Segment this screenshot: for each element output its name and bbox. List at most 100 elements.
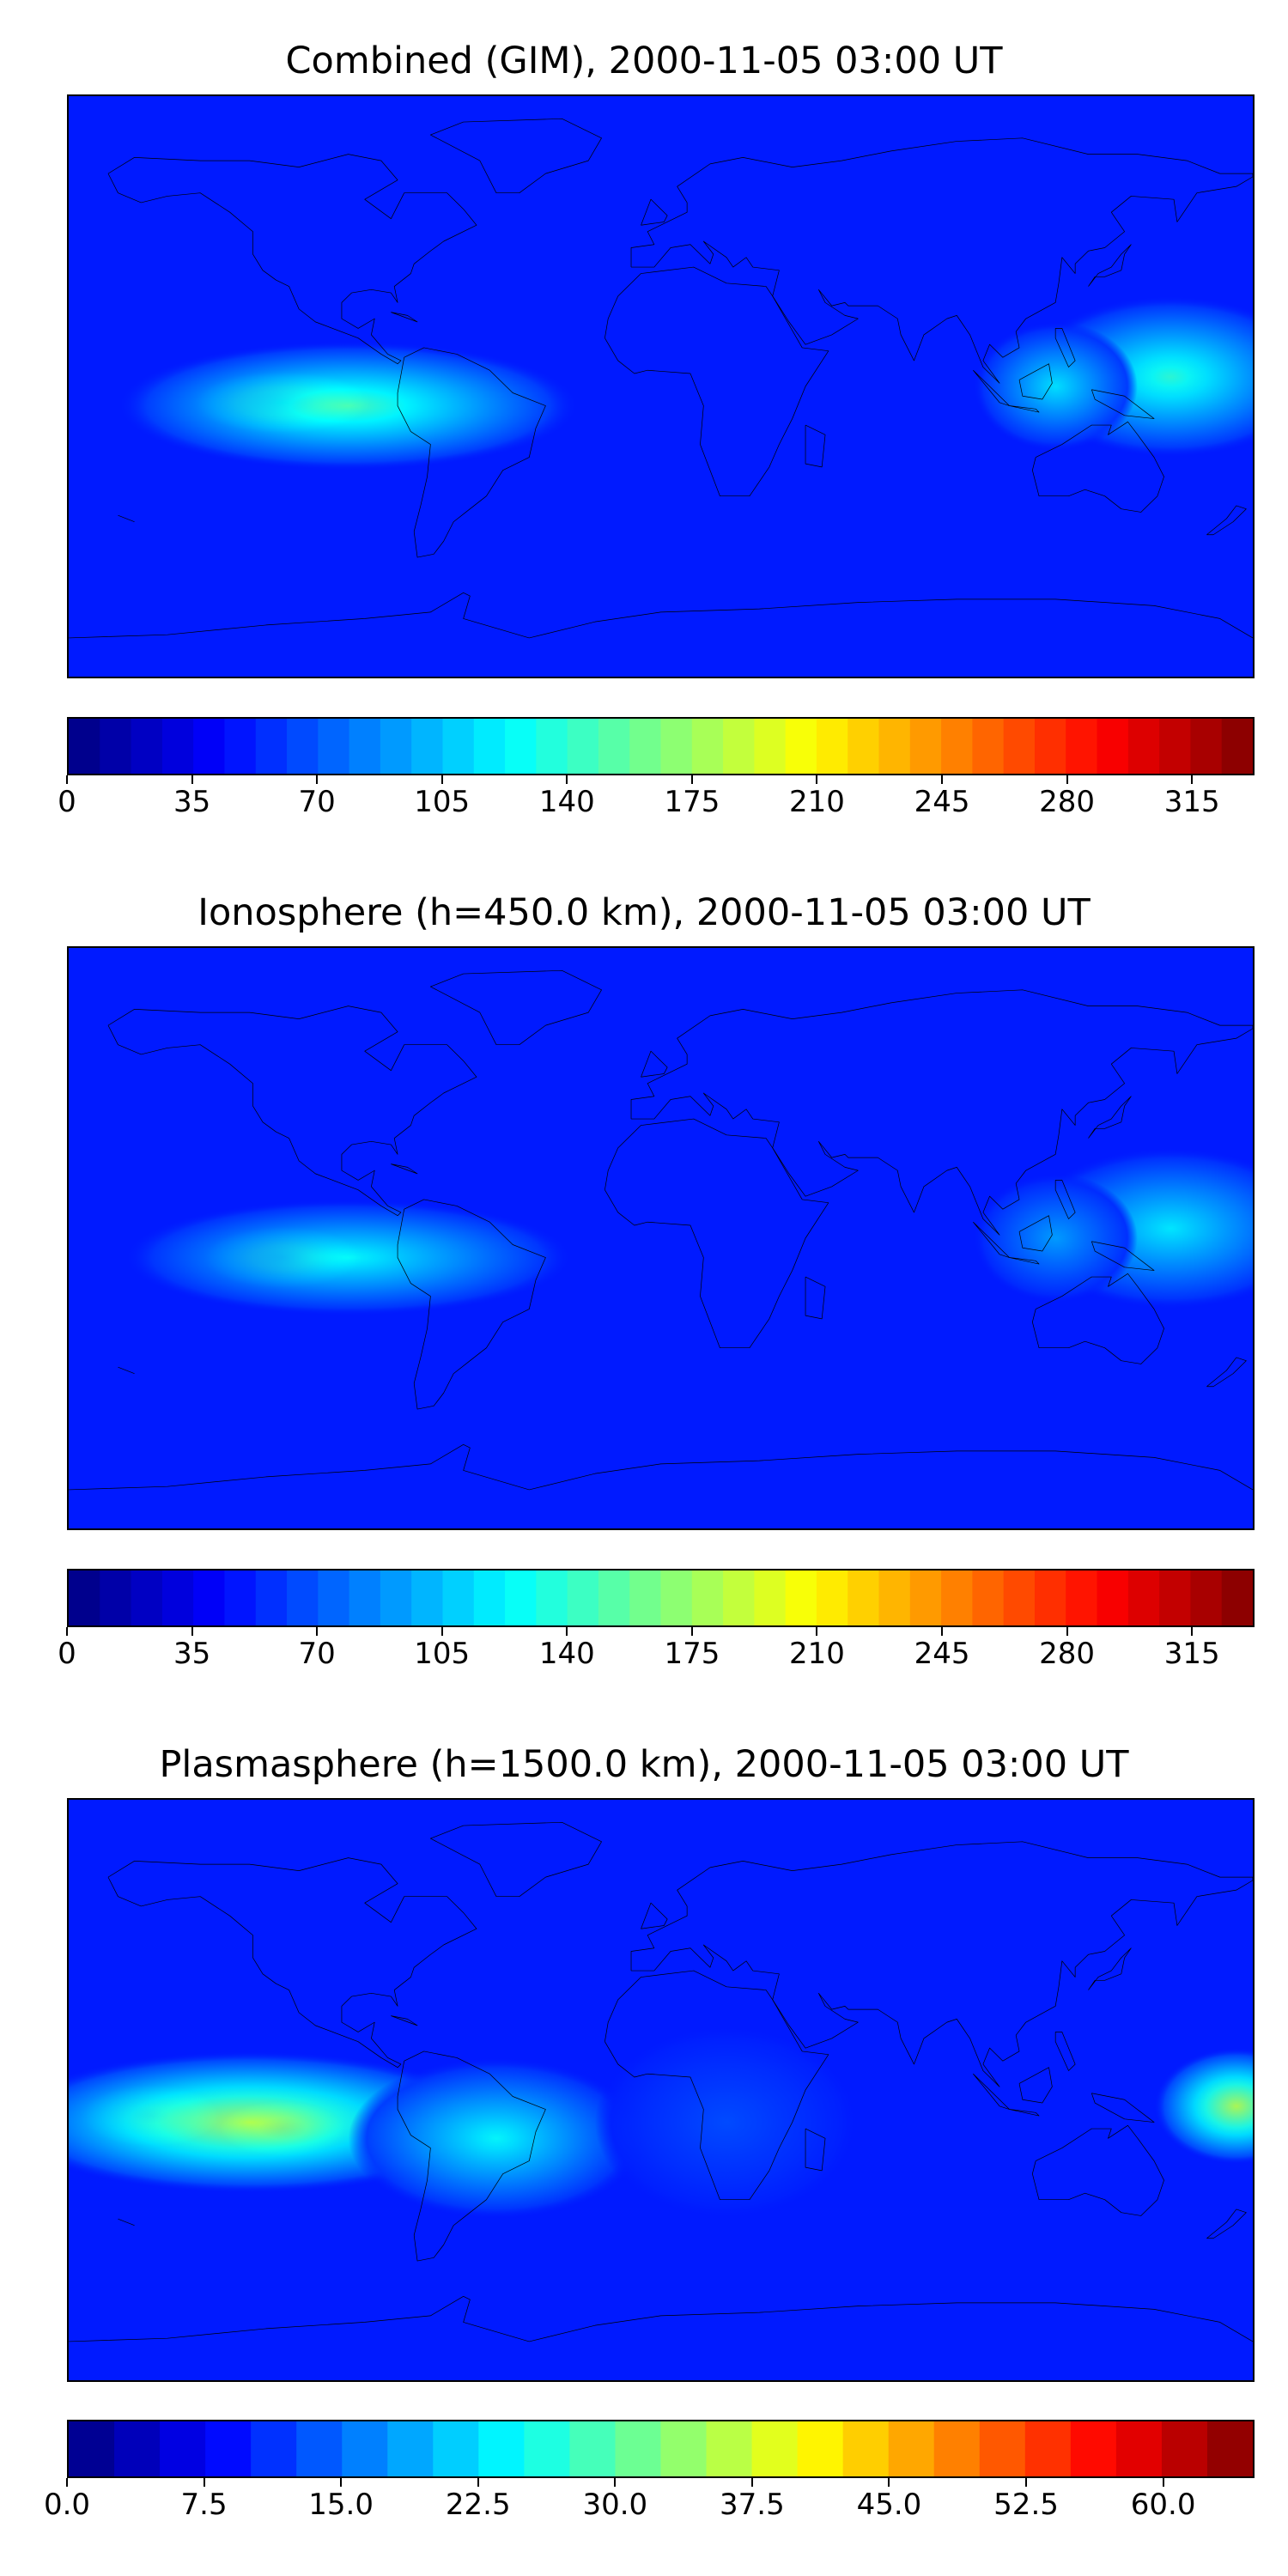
colorbar-swatch	[933, 2421, 981, 2476]
colorbar-swatch	[785, 719, 817, 774]
colorbar-tick-label: 140	[538, 1637, 595, 1671]
coastlines	[69, 1822, 1253, 2342]
coastline-path	[1010, 1258, 1039, 1265]
colorbar-swatch	[387, 2421, 434, 2476]
colorbar-swatch	[1066, 719, 1098, 774]
panel-title-ionosphere: Ionosphere (h=450.0 km), 2000-11-05 03:0…	[197, 891, 1091, 934]
colorbar-swatch	[411, 1571, 444, 1625]
colorbar-combined	[67, 717, 1255, 775]
colorbar-tick-mark	[888, 2478, 890, 2487]
colorbar-swatch	[754, 719, 787, 774]
colorbar-swatch	[660, 719, 693, 774]
colorbar-swatch	[909, 719, 942, 774]
colorbar-swatch	[114, 2421, 161, 2476]
field-feature-east-pacific-band	[118, 341, 579, 471]
colorbar-swatch	[161, 1571, 194, 1625]
coastline-path	[631, 1842, 1253, 2087]
colorbar-swatch	[1206, 2421, 1253, 2476]
colorbar-swatch	[909, 1571, 942, 1625]
coastline-path	[69, 2296, 1253, 2342]
colorbar-swatch	[972, 719, 1005, 774]
coastline-path	[1032, 1273, 1163, 1364]
colorbar-swatch	[224, 1571, 257, 1625]
colorbar-swatch	[660, 1571, 693, 1625]
colorbar-swatch	[723, 719, 756, 774]
colorbar-tick-label: 105	[414, 785, 471, 819]
colorbar-swatch	[1066, 1571, 1098, 1625]
coastline-path	[631, 138, 1253, 383]
colorbar-swatch	[1034, 719, 1066, 774]
colorbar-ionosphere	[67, 1569, 1255, 1627]
colorbar-swatch	[785, 1571, 817, 1625]
coastline-path	[641, 1903, 668, 1929]
colorbar-swatch	[131, 1571, 163, 1625]
colorbar-tick-label: 140	[538, 785, 595, 819]
colorbar-tick-label: 45.0	[856, 2488, 922, 2522]
coastlines	[69, 970, 1253, 1490]
colorbar-tick-label: 70	[298, 785, 336, 819]
panel-title-plasmasphere: Plasmasphere (h=1500.0 km), 2000-11-05 0…	[159, 1743, 1129, 1786]
colorbar-swatch	[816, 1571, 848, 1625]
colorbar-swatch	[615, 2421, 662, 2476]
colorbar-swatch	[287, 719, 319, 774]
colorbar-tick-label: 315	[1163, 1637, 1220, 1671]
colorbar-tick-mark	[191, 1627, 193, 1636]
colorbar-swatch	[878, 1571, 911, 1625]
colorbar-swatch	[723, 1571, 756, 1625]
colorbar-swatch	[816, 719, 848, 774]
colorbar-tick-mark	[750, 2478, 753, 2487]
colorbar-svg-plasmasphere	[69, 2421, 1253, 2476]
colorbar-tick-label: 22.5	[445, 2488, 511, 2522]
coastline-path	[118, 2219, 134, 2226]
colorbar-swatch	[224, 719, 257, 774]
colorbar-tick-label: 30.0	[582, 2488, 648, 2522]
colorbar-swatch	[691, 719, 724, 774]
colorbar-plasmasphere	[67, 2420, 1255, 2478]
colorbar-swatch	[629, 719, 662, 774]
colorbar-tick-mark	[816, 775, 818, 784]
colorbar-swatch	[1127, 1571, 1160, 1625]
coastline-path	[1206, 2209, 1246, 2239]
colorbar-tick-mark	[66, 775, 68, 784]
colorbar-swatch	[1221, 719, 1253, 774]
colorbar-swatch	[941, 719, 974, 774]
colorbar-tick-mark	[566, 775, 568, 784]
coastline-path	[1091, 390, 1154, 419]
coastline-path	[108, 1006, 477, 1216]
colorbar-tick-label: 0.0	[43, 2488, 91, 2522]
colorbar-swatch	[1190, 1571, 1223, 1625]
colorbar-swatch	[848, 719, 880, 774]
colorbar-swatch	[318, 1571, 350, 1625]
colorbar-tick-label: 175	[664, 785, 720, 819]
coastline-path	[430, 1822, 601, 1896]
map-svg-combined	[69, 96, 1253, 677]
colorbar-swatch	[411, 719, 444, 774]
colorbar-swatch	[131, 719, 163, 774]
map-combined	[67, 94, 1255, 678]
colorbar-swatch	[1161, 2421, 1208, 2476]
coastline-path	[391, 313, 417, 322]
colorbar-swatch	[318, 719, 350, 774]
colorbar-swatch	[691, 1571, 724, 1625]
coastline-path	[398, 348, 545, 557]
colorbar-swatch	[380, 1571, 412, 1625]
colorbar-swatch	[888, 2421, 935, 2476]
colorbar-swatch	[342, 2421, 388, 2476]
coastline-path	[1019, 1216, 1052, 1251]
coastline-path	[118, 1367, 134, 1374]
colorbar-swatch	[842, 2421, 890, 2476]
map-svg-ionosphere	[69, 948, 1253, 1528]
colorbar-swatch	[442, 719, 475, 774]
colorbar-swatch	[972, 1571, 1005, 1625]
colorbar-tick-label: 280	[1039, 1637, 1096, 1671]
coastline-path	[1055, 1180, 1075, 1218]
colorbar-tick-mark	[614, 2478, 617, 2487]
colorbar-swatch	[1003, 719, 1036, 774]
coastline-path	[398, 1200, 545, 1409]
coastline-path	[1091, 2093, 1154, 2123]
colorbar-tick-mark	[941, 775, 944, 784]
coastline-path	[69, 592, 1253, 638]
colorbar-swatch	[296, 2421, 343, 2476]
field-feature-east-pacific-band	[125, 1199, 573, 1316]
coastline-path	[1019, 364, 1052, 399]
